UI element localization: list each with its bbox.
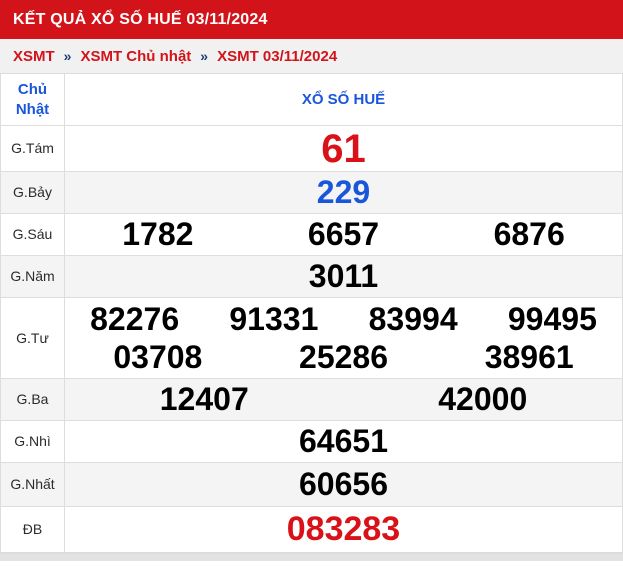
prize-number: 99495: [507, 300, 597, 337]
page-title: KẾT QUẢ XỔ SỐ HUẾ 03/11/2024: [0, 0, 623, 39]
prize-row-second: G.Nhì 64651: [1, 421, 622, 463]
prize-number: 61: [321, 126, 366, 171]
results-table: Chủ Nhật XỔ SỐ HUẾ G.Tám 61 G.Bảy 229 G.…: [0, 73, 623, 553]
station-header-link[interactable]: XỔ SỐ HUẾ: [301, 91, 386, 108]
prize-number: 42000: [438, 381, 528, 418]
prize-label: ĐB: [1, 507, 65, 552]
prize-row-sixth: G.Sáu 1782 6657 6876: [1, 214, 622, 256]
breadcrumb-separator-icon: »: [63, 48, 72, 64]
breadcrumb-link-xsmt-chu-nhat[interactable]: XSMT Chủ nhật: [80, 47, 192, 65]
breadcrumb: XSMT » XSMT Chủ nhật » XSMT 03/11/2024: [0, 39, 623, 73]
breadcrumb-link-xsmt[interactable]: XSMT: [13, 47, 55, 65]
prize-label: G.Sáu: [1, 214, 65, 255]
table-header-row: Chủ Nhật XỔ SỐ HUẾ: [1, 74, 622, 126]
prize-label: G.Nhì: [1, 421, 65, 462]
prize-number: 03708: [113, 339, 203, 375]
prize-number: 1782: [122, 216, 194, 253]
prize-row-third: G.Ba 12407 42000: [1, 379, 622, 421]
prize-number: 38961: [484, 339, 574, 375]
prize-label: G.Tư: [1, 298, 65, 378]
prize-row-fifth: G.Năm 3011: [1, 256, 622, 298]
day-header-link[interactable]: Chủ Nhật: [1, 74, 65, 125]
prize-row-fourth: G.Tư 82276 91331 83994 99495 03708 25286…: [1, 298, 622, 379]
prize-number: 82276: [90, 300, 180, 337]
prize-row-seventh: G.Bảy 229: [1, 172, 622, 214]
prize-number: 083283: [286, 510, 401, 549]
breadcrumb-link-xsmt-date[interactable]: XSMT 03/11/2024: [217, 47, 338, 65]
prize-number: 3011: [308, 258, 379, 295]
prize-label: G.Nhất: [1, 463, 65, 506]
prize-number: 6657: [307, 216, 380, 253]
prize-number: 25286: [299, 339, 388, 375]
prize-label: G.Tám: [1, 126, 65, 171]
prize-row-special: ĐB 083283: [1, 507, 622, 553]
prize-row-eighth: G.Tám 61: [1, 126, 622, 172]
prize-number: 6876: [493, 216, 565, 253]
prize-label: G.Năm: [1, 256, 65, 297]
next-section-divider: [0, 553, 623, 561]
prize-number: 229: [316, 174, 371, 211]
prize-number: 91331: [229, 300, 319, 337]
breadcrumb-separator-icon: »: [200, 48, 209, 64]
prize-label: G.Ba: [1, 379, 65, 420]
prize-label: G.Bảy: [1, 172, 65, 213]
prize-number: 12407: [159, 381, 249, 418]
prize-row-first: G.Nhất 60656: [1, 463, 622, 507]
prize-number: 83994: [368, 300, 458, 337]
prize-number: 60656: [299, 466, 388, 503]
prize-number: 64651: [299, 423, 388, 460]
